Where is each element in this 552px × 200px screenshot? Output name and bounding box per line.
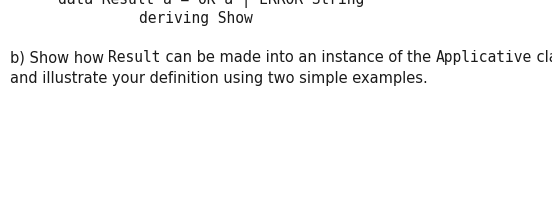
- Text: deriving Show: deriving Show: [139, 11, 253, 26]
- Text: data Result a = OK a | ERROR String: data Result a = OK a | ERROR String: [59, 0, 364, 8]
- Text: Applicative: Applicative: [436, 50, 532, 65]
- Text: b) Show how: b) Show how: [10, 50, 108, 65]
- Text: Result: Result: [108, 50, 161, 65]
- Text: and illustrate your definition using two simple examples.: and illustrate your definition using two…: [10, 71, 427, 86]
- Text: can be made into an instance of the: can be made into an instance of the: [161, 50, 436, 65]
- Text: class,: class,: [532, 50, 552, 65]
